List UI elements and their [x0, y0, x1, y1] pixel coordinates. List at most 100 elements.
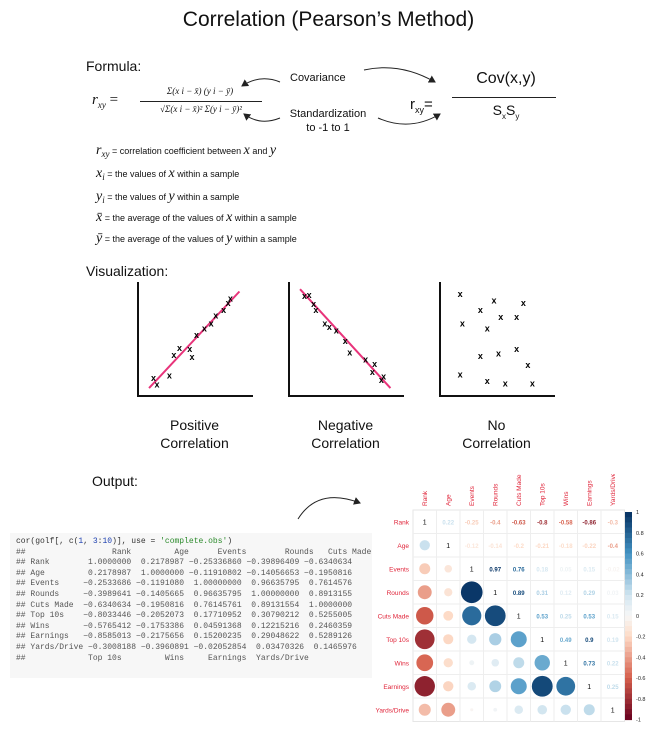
data-point-marker: x	[514, 312, 519, 322]
code-number: 3	[92, 537, 98, 546]
colorbar-segment	[625, 532, 632, 539]
r-console-output: cor(golf[, c(1, 3:10)], use = 'complete.…	[10, 533, 372, 678]
definition-row: ȳ = the average of the values of y withi…	[96, 231, 297, 247]
matrix-correlation-circle	[462, 606, 482, 626]
matrix-value-label: 0.49	[560, 638, 572, 644]
code-string: 'complete.obs'	[160, 537, 228, 546]
data-point-marker: x	[334, 326, 339, 336]
colorbar-segment	[625, 537, 632, 544]
plot-axes	[137, 282, 253, 397]
colorbar-segment	[625, 662, 632, 669]
data-point-marker: x	[221, 305, 226, 315]
visualization-heading: Visualization:	[86, 263, 169, 279]
matrix-correlation-circle	[460, 581, 483, 604]
matrix-value-label: 0.97	[489, 567, 501, 573]
colorbar-tick-label: -0.2	[636, 635, 645, 641]
code-output-line: ## Wins −0.5765412 −0.1753386 0.04591368…	[16, 621, 353, 631]
alt-r: r	[410, 96, 415, 113]
data-point-marker: x	[347, 347, 352, 357]
colorbar-tick-label: 1	[636, 510, 639, 516]
matrix-correlation-circle	[467, 681, 477, 691]
data-point-marker: x	[202, 323, 207, 333]
definition-text: = correlation coefficient between	[109, 146, 244, 156]
covariance-arrow-left	[241, 78, 281, 87]
matrix-correlation-circle	[418, 703, 431, 716]
colorbar-segment	[625, 678, 632, 684]
matrix-value-label: -0.4	[608, 544, 619, 550]
column-label: Earnings	[586, 480, 593, 506]
matrix-correlation-circle	[531, 675, 553, 697]
matrix-diagonal-label: 1	[540, 637, 544, 644]
data-point-marker: x	[521, 298, 526, 308]
matrix-correlation-circle	[416, 654, 434, 672]
matrix-value-label: -0.14	[488, 544, 502, 550]
plot-caption-line-2: Correlation	[160, 435, 229, 451]
matrix-value-label: -0.63	[512, 520, 526, 526]
formula-denominator: √Σ(x i − x̄)² Σ(y i − ȳ)²	[160, 104, 242, 114]
matrix-value-label: 0.25	[607, 685, 619, 691]
plot-caption: No Correlation	[427, 416, 567, 452]
definition-text-2: within a sample	[174, 192, 240, 202]
definition-variable: y	[226, 231, 233, 246]
data-point-marker: x	[167, 370, 172, 380]
colorbar-tick-label: 0.8	[636, 531, 644, 537]
data-point-marker: x	[322, 319, 327, 329]
colorbar-segment	[625, 693, 632, 700]
matrix-diagonal-label: 1	[517, 613, 521, 620]
colorbar-segment	[625, 641, 632, 648]
definition-symbol-sub: xy	[101, 148, 110, 159]
alt-equals: =	[424, 96, 433, 113]
matrix-correlation-circle	[583, 704, 595, 716]
matrix-correlation-circle	[419, 563, 431, 575]
formula-numerator: Σ(x i − x̄) (y i − ȳ)	[166, 86, 234, 96]
plot-caption-line-1: No	[487, 417, 506, 433]
data-point-marker: x	[370, 367, 375, 377]
code-output-line: ## Top 10s Wins Earnings Yards/Drive	[16, 653, 309, 663]
colorbar-segment	[625, 714, 632, 721]
alt-formula-left: rxy=	[410, 96, 433, 115]
colorbar-segment	[625, 652, 632, 658]
column-label: Top 10s	[539, 482, 546, 506]
matrix-value-label: 0.53	[536, 614, 548, 620]
trend-line	[299, 288, 392, 389]
definition-text: = the average of the values of	[102, 213, 227, 223]
matrix-value-label: 0.9	[585, 638, 594, 644]
data-point-marker: x	[496, 349, 501, 359]
alt-den-s1: S	[492, 102, 502, 118]
data-point-marker: x	[154, 380, 159, 390]
code-output-line: ## Rank 1.0000000 0.2178987 −0.25336860 …	[16, 558, 353, 568]
data-point-marker: x	[327, 322, 332, 332]
data-point-marker: x	[311, 299, 316, 309]
definition-text: = the average of the values of	[102, 234, 227, 244]
matrix-correlation-circle	[556, 676, 576, 696]
colorbar-segment	[625, 646, 632, 653]
matrix-value-label: 0.53	[583, 614, 595, 620]
colorbar-segment	[625, 553, 632, 560]
matrix-correlation-circle	[493, 707, 498, 712]
trend-line	[148, 290, 241, 389]
formula-arrows	[241, 67, 441, 125]
matrix-correlation-circle	[514, 705, 524, 715]
matrix-value-label: 0.31	[536, 591, 548, 597]
definition-symbol-sub: i	[102, 171, 105, 182]
colorbar-segment	[625, 579, 632, 586]
definition-symbol: r	[96, 143, 102, 158]
matrix-correlation-circle	[443, 634, 454, 645]
data-point-marker: x	[381, 372, 386, 382]
definition-text: = the values of	[104, 192, 169, 202]
matrix-value-label: -0.22	[582, 544, 596, 550]
code-output-line: ## Rounds −0.3989641 −0.1405665 0.966357…	[16, 589, 353, 599]
formula-fraction-bar	[140, 101, 262, 102]
matrix-value-label: 0.73	[583, 661, 595, 667]
output-heading: Output:	[92, 473, 138, 489]
matrix-correlation-circle	[444, 564, 453, 573]
colorbar-segment	[625, 709, 632, 715]
code-output-lines: ## Rank Age Events Rounds Cuts Made ## Ra…	[16, 548, 371, 665]
standardization-line-1: Standardization	[289, 108, 367, 120]
formula-heading: Formula:	[86, 58, 142, 74]
matrix-correlation-circle	[443, 681, 454, 692]
code-part: c(	[68, 537, 79, 546]
